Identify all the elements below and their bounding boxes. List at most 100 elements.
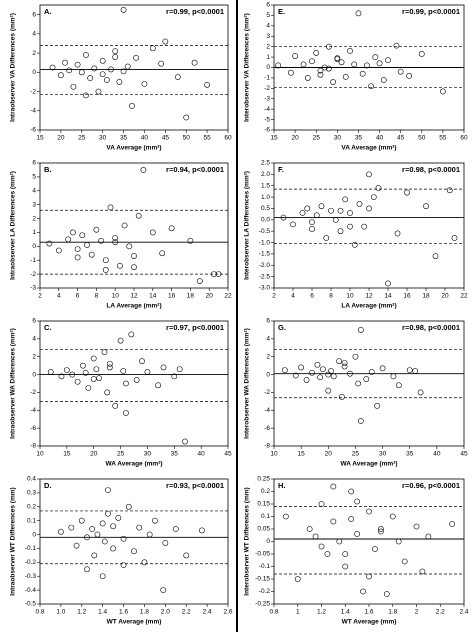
point <box>389 513 396 520</box>
y-tick-label: 0.0 <box>261 217 270 224</box>
x-tick-label: 2.4 <box>459 609 468 616</box>
point <box>126 243 133 250</box>
point <box>112 48 119 55</box>
x-tick-label: 8 <box>95 293 99 300</box>
y-tick-label: 2 <box>266 43 270 50</box>
y-tick-label: -0.5 <box>25 601 37 608</box>
point <box>191 59 198 66</box>
x-tick-label: 25 <box>117 451 125 458</box>
point <box>198 527 205 534</box>
point <box>413 523 420 530</box>
x-tick-label: 40 <box>433 451 441 458</box>
x-tick-label: 2.6 <box>223 609 232 616</box>
y-tick-label: -0.1 <box>259 563 271 570</box>
y-tick-label: -0.2 <box>25 559 37 566</box>
plot-frame <box>39 4 229 131</box>
point <box>99 71 106 78</box>
x-tick-label: 15 <box>298 451 306 458</box>
panel-label: F. <box>278 165 284 174</box>
point <box>321 64 328 71</box>
point <box>318 501 325 507</box>
point <box>309 219 315 225</box>
point <box>120 68 127 75</box>
point <box>215 271 222 278</box>
point <box>83 52 89 58</box>
point <box>140 167 147 173</box>
x-tick-label: 14 <box>149 293 157 300</box>
point <box>363 376 370 382</box>
point <box>325 387 332 394</box>
y-tick-label: 6 <box>32 318 36 325</box>
y-tick-label: -0.05 <box>255 551 270 558</box>
x-axis-title: WT Average (mm) <box>342 619 397 626</box>
stat-annotation: r=0.93, p<0.0001 <box>166 481 224 490</box>
x-tick-label: 1.2 <box>317 609 326 616</box>
plot-frame <box>39 320 229 447</box>
x-tick-label: 30 <box>334 135 342 142</box>
point <box>336 358 343 365</box>
point <box>314 361 321 368</box>
x-axis-title: WA Average (mm²) <box>105 461 162 468</box>
point <box>74 246 81 253</box>
point <box>47 368 54 375</box>
x-tick-label: 35 <box>406 451 414 458</box>
point <box>74 61 81 68</box>
y-axis-title: Intraobserver VA Differences (mm²) <box>10 13 17 122</box>
y-tick-label: -5 <box>264 116 270 123</box>
point <box>324 551 331 557</box>
x-tick-label: 22 <box>460 293 468 300</box>
point <box>182 438 188 445</box>
y-tick-label: 0.3 <box>27 490 36 497</box>
point <box>69 371 76 378</box>
point <box>377 526 384 532</box>
y-tick-label: -6 <box>30 425 36 432</box>
x-tick-label: 30 <box>99 135 107 142</box>
y-tick-label: 0.15 <box>257 501 270 508</box>
point <box>385 57 391 64</box>
x-tick-label: 50 <box>183 135 191 142</box>
x-axis-title: VA Average (mm²) <box>341 145 396 152</box>
panel-label: G. <box>278 323 286 332</box>
y-tick-label: -4 <box>30 407 36 414</box>
point <box>135 212 142 219</box>
point <box>379 365 386 372</box>
point <box>116 79 123 85</box>
point <box>112 54 119 60</box>
y-tick-label: 0.2 <box>261 488 270 495</box>
point <box>401 558 408 565</box>
y-tick-label: -2.5 <box>259 273 271 280</box>
point <box>325 65 332 72</box>
plot-frame <box>273 478 465 605</box>
point <box>139 358 145 365</box>
point <box>79 232 86 239</box>
point <box>204 81 211 88</box>
x-tick-label: 10 <box>36 451 44 458</box>
point <box>91 552 98 559</box>
y-tick-label: -0.5 <box>259 228 271 235</box>
plot-frame <box>39 162 229 289</box>
point <box>104 510 111 517</box>
point <box>449 521 456 527</box>
x-tick-label: 1.8 <box>388 609 397 616</box>
x-tick-label: 45 <box>162 135 170 142</box>
x-tick-label: 0.8 <box>269 609 278 616</box>
point <box>101 349 108 356</box>
stat-annotation: r=0.97, p<0.0001 <box>166 323 224 332</box>
point <box>84 534 90 541</box>
point <box>104 389 111 396</box>
point <box>292 53 299 59</box>
stat-annotation: r=0.99, p<0.0001 <box>402 7 460 16</box>
y-tick-label: -4 <box>264 407 270 414</box>
stat-annotation: r=0.96, p<0.0001 <box>402 481 460 490</box>
point <box>171 373 178 380</box>
point <box>102 257 109 264</box>
point <box>63 367 70 374</box>
point <box>121 222 128 229</box>
plot-frame <box>39 478 229 605</box>
x-tick-label: 8 <box>329 293 333 300</box>
point <box>406 72 413 79</box>
point <box>309 226 315 232</box>
point <box>149 45 156 52</box>
point <box>357 327 364 333</box>
x-tick-label: 15 <box>63 451 71 458</box>
